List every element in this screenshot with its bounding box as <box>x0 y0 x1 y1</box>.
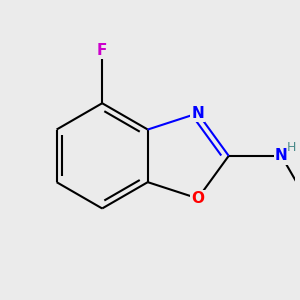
Text: O: O <box>191 191 204 206</box>
Text: H: H <box>287 141 297 154</box>
Text: N: N <box>191 106 204 121</box>
Text: F: F <box>97 43 107 58</box>
Text: N: N <box>275 148 288 163</box>
